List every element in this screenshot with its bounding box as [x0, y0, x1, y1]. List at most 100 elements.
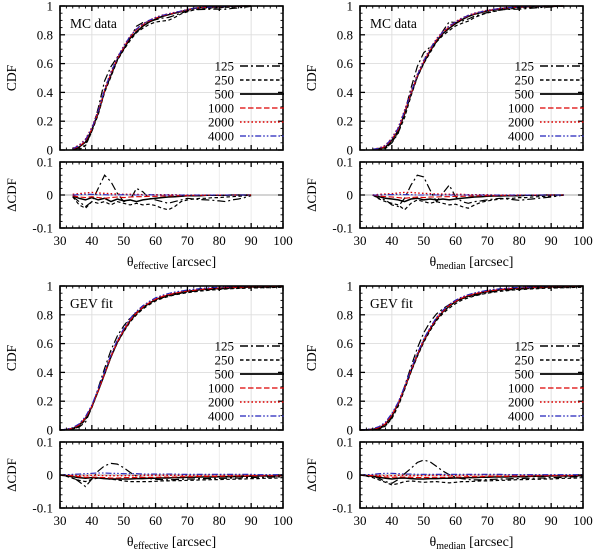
legend-label-4000: 4000 [208, 409, 234, 424]
y-tick-label-main: 0.2 [37, 114, 53, 129]
x-axis-label: θeffective [arcsec] [127, 535, 216, 552]
y-tick-label-delta: -0.1 [332, 501, 353, 516]
x-tick-label: 50 [417, 513, 430, 528]
y-tick-label-main: 0.4 [37, 85, 54, 100]
x-tick-label: 50 [417, 233, 430, 248]
x-tick-label: 90 [545, 233, 558, 248]
legend-label-500: 500 [515, 87, 535, 102]
x-tick-label: 50 [117, 513, 130, 528]
x-tick-label: 100 [573, 513, 593, 528]
x-tick-label: 80 [213, 233, 226, 248]
legend-label-1000: 1000 [508, 381, 534, 396]
legend-label-2000: 2000 [208, 395, 234, 410]
legend-label-250: 250 [215, 73, 235, 88]
series-1000-cdf-line [59, 285, 284, 431]
y-tick-label-main: 0.8 [37, 27, 53, 42]
x-tick-label: 50 [117, 233, 130, 248]
x-tick-label: 100 [273, 513, 293, 528]
legend-label-250: 250 [215, 353, 235, 368]
x-tick-label: 70 [481, 233, 494, 248]
x-tick-label: 70 [181, 233, 194, 248]
legend-label-250: 250 [515, 353, 535, 368]
y-tick-label-delta: 0 [47, 468, 54, 483]
y-axis-label-delta-cdf: ΔCDF [304, 458, 319, 492]
legend-label-1000: 1000 [208, 381, 234, 396]
series-2000-delta-line [60, 474, 283, 477]
x-tick-label: 80 [513, 513, 526, 528]
y-tick-label-delta: -0.1 [32, 501, 53, 516]
y-axis-label-delta-cdf: ΔCDF [4, 178, 19, 212]
series-125-delta-line [359, 459, 584, 484]
series-125-delta-line [372, 174, 564, 208]
y-tick-label-main: 0.6 [337, 56, 354, 71]
series-2000-delta-line [360, 474, 583, 477]
panel-mc-data-theta-effective: 00.20.40.60.81-0.100.130 40 50 60 70 80 90 100C… [4, 0, 293, 272]
x-tick-label: 80 [213, 513, 226, 528]
legend-label-2000: 2000 [208, 115, 234, 130]
panel-mc-data-theta-median: 00.20.40.60.81-0.100.130 40 50 60 70 80 90 100C… [304, 0, 593, 272]
y-tick-label-main: 0.2 [337, 394, 353, 409]
y-tick-label-main: 0.4 [37, 365, 54, 380]
series-4000-delta-line [59, 472, 283, 476]
y-tick-label-delta: 0.1 [337, 155, 353, 170]
y-tick-label-delta: 0.1 [37, 435, 53, 450]
y-axis-label-delta-cdf: ΔCDF [4, 458, 19, 492]
x-tick-label: 90 [245, 233, 258, 248]
y-tick-label-main: 0 [47, 423, 54, 438]
legend-label-1000: 1000 [508, 101, 534, 116]
x-tick-label: 100 [273, 233, 293, 248]
x-axis-label: θmedian [arcsec] [430, 255, 514, 272]
legend-label-125: 125 [515, 59, 535, 74]
y-axis-label-delta-cdf: ΔCDF [304, 178, 319, 212]
series-250-cdf-line [59, 286, 284, 431]
y-tick-label-main: 1 [47, 0, 54, 14]
legend-label-500: 500 [215, 87, 235, 102]
y-tick-label-delta: 0 [347, 188, 354, 203]
x-tick-label: 90 [245, 513, 258, 528]
y-tick-label-main: 0.6 [337, 336, 354, 351]
series-4000-delta-line [359, 472, 583, 476]
x-tick-label: 30 [354, 233, 367, 248]
panel-gev-fit-theta-effective: 00.20.40.60.81-0.100.130 40 50 60 70 80 90 100C… [4, 280, 293, 552]
x-tick-label: 60 [149, 513, 162, 528]
y-tick-label-main: 0.6 [37, 336, 54, 351]
x-tick-label: 60 [449, 233, 462, 248]
x-tick-label: 60 [149, 233, 162, 248]
series-250-delta-line [72, 194, 252, 211]
x-tick-label: 40 [385, 233, 398, 248]
series-125-delta-line [72, 174, 252, 208]
y-tick-label-delta: -0.1 [32, 221, 53, 236]
legend-label-250: 250 [515, 73, 535, 88]
x-axis-label: θmedian [arcsec] [430, 535, 514, 552]
y-tick-label-delta: 0 [47, 188, 54, 203]
legend-label-2000: 2000 [508, 395, 534, 410]
legend-label-4000: 4000 [508, 129, 534, 144]
x-tick-label: 60 [449, 513, 462, 528]
y-tick-label-main: 0.2 [37, 394, 53, 409]
series-250-delta-line [372, 194, 564, 211]
x-tick-label: 30 [354, 513, 367, 528]
x-tick-label: 40 [385, 513, 398, 528]
x-tick-label: 90 [545, 513, 558, 528]
y-tick-label-main: 0.8 [337, 27, 353, 42]
y-tick-label-delta: 0.1 [337, 435, 353, 450]
series-125-cdf-line [72, 5, 252, 150]
y-tick-label-main: 0 [347, 423, 354, 438]
x-axis-label: θeffective [arcsec] [127, 255, 216, 272]
y-axis-label-cdf: CDF [4, 64, 19, 91]
y-tick-label-main: 1 [347, 0, 354, 14]
panel-title: GEV fit [70, 296, 113, 311]
x-tick-label: 40 [85, 513, 98, 528]
series-1000-delta-line [359, 474, 583, 479]
legend-label-4000: 4000 [208, 129, 234, 144]
series-4000-delta-line [72, 193, 252, 196]
legend-label-1000: 1000 [208, 101, 234, 116]
legend-label-500: 500 [515, 367, 535, 382]
y-axis-label-cdf: CDF [304, 64, 319, 91]
y-tick-label-main: 0 [47, 143, 54, 158]
series-125-delta-line [59, 462, 284, 488]
y-tick-label-main: 1 [347, 280, 354, 294]
y-tick-label-delta: -0.1 [332, 221, 353, 236]
x-tick-label: 70 [481, 513, 494, 528]
